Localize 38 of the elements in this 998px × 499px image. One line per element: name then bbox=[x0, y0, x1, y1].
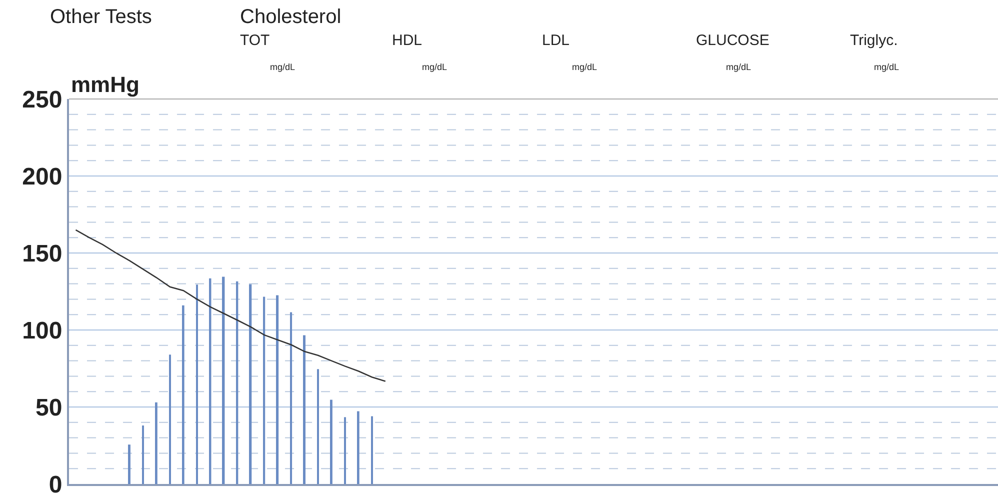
y-tick-label: 0 bbox=[48, 471, 62, 498]
bar bbox=[236, 281, 238, 484]
y-axis-title: mmHg bbox=[71, 72, 140, 97]
text: mg/dL bbox=[270, 62, 296, 72]
text: Triglyc. bbox=[850, 32, 898, 49]
bar bbox=[317, 369, 319, 484]
bar bbox=[371, 416, 373, 484]
bar bbox=[330, 400, 332, 484]
text: GLUCOSE bbox=[696, 32, 770, 49]
bar bbox=[290, 312, 292, 484]
bar bbox=[142, 425, 144, 484]
bar bbox=[357, 411, 360, 484]
bar bbox=[196, 284, 198, 484]
bar bbox=[169, 354, 171, 484]
text: mg/dL bbox=[572, 62, 598, 72]
bar bbox=[344, 417, 346, 484]
text: TOT bbox=[240, 32, 270, 49]
bar bbox=[249, 284, 252, 484]
text: mg/dL bbox=[874, 62, 900, 72]
bar bbox=[263, 296, 266, 484]
bar bbox=[182, 305, 184, 484]
text: Other Tests bbox=[50, 6, 152, 28]
bar bbox=[276, 295, 279, 484]
text: LDL bbox=[542, 32, 570, 49]
y-tick-label: 150 bbox=[22, 240, 62, 268]
text: HDL bbox=[392, 32, 422, 49]
y-tick-label: 100 bbox=[22, 317, 62, 344]
y-tick-label: 200 bbox=[22, 163, 62, 190]
line-series bbox=[75, 229, 386, 382]
bar bbox=[155, 402, 158, 484]
y-tick-label: 50 bbox=[35, 394, 62, 422]
text: mg/dL bbox=[422, 62, 448, 72]
y-tick-label: 250 bbox=[22, 86, 62, 114]
text: mg/dL bbox=[726, 62, 752, 72]
bar bbox=[128, 444, 130, 484]
bar bbox=[222, 276, 225, 484]
bar bbox=[303, 335, 306, 484]
text: Cholesterol bbox=[240, 6, 342, 28]
